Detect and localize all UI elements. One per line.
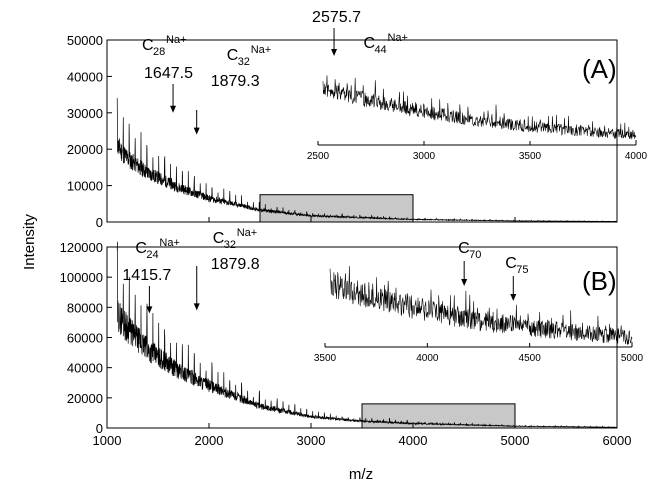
inset-x-tick-label: 2500: [307, 151, 330, 162]
y-tick-label: 20000: [67, 391, 103, 406]
inset-x-tick-label: 5000: [621, 353, 644, 364]
peak-arrow-head: [193, 127, 200, 135]
y-tick-label: 60000: [67, 331, 103, 346]
peak-ion-superscript: Na+: [237, 227, 258, 239]
inset-peak-annotation: 2575.7: [312, 9, 361, 56]
y-tick-label: 40000: [67, 361, 103, 376]
peak-arrow-head: [170, 105, 177, 113]
peak-ion-superscript: Na+: [159, 237, 180, 249]
inset-peak-arrow-head: [331, 49, 338, 56]
zoom-region-box: [259, 194, 414, 223]
peak-ion-superscript: Na+: [166, 34, 187, 46]
peak-arrow-head: [193, 303, 200, 311]
x-axis-title: m/z: [349, 466, 373, 483]
x-tick-label: 1000: [93, 433, 122, 448]
peak-ion-label: C: [213, 230, 225, 247]
peak-ion-subscript: 32: [224, 239, 236, 251]
x-tick-label: 2000: [195, 433, 224, 448]
peak-mass-label: 1879.3: [211, 73, 260, 90]
peak-arrow-head: [146, 306, 153, 314]
inset-peak-annotation: C 70: [458, 240, 481, 286]
panel-b: 0 20000 40000 60000 80000 100000 120000 1000 200…: [60, 227, 644, 448]
inset-spectrum-trace: [329, 266, 633, 345]
y-tick-label: 10000: [67, 179, 103, 194]
spectrum-trace: [116, 98, 617, 223]
peak-ion-label: C: [135, 240, 147, 257]
inset-x-tick-label: 3500: [519, 151, 542, 162]
x-tick-label: 4000: [399, 433, 428, 448]
y-tick-label: 120000: [60, 240, 103, 255]
plot-frame: [106, 246, 618, 429]
y-tick-label: 30000: [67, 106, 103, 121]
peak-ion-superscript: Na+: [251, 44, 272, 56]
peak-mass-label: 1647.5: [144, 65, 193, 82]
inset-peak-ion-subscript: 75: [516, 264, 528, 276]
inset-peak-ion-subscript: 44: [374, 44, 386, 56]
y-tick-label: 40000: [67, 69, 103, 84]
peak-ion-label: C: [142, 37, 154, 54]
peak-ion-label: C: [227, 47, 239, 64]
inset-peak-annotation: C 75: [505, 255, 529, 301]
inset-peak-ion-label: C: [363, 35, 375, 52]
inset-peak-mass-label: 2575.7: [312, 9, 361, 26]
y-tick-label: 0: [96, 215, 103, 230]
inset-x-tick-label: 3000: [413, 151, 436, 162]
y-tick-label: 100000: [60, 270, 103, 285]
inset-x-tick-label: 4500: [519, 353, 542, 364]
peak-mass-label: 1415.7: [122, 267, 171, 284]
x-tick-label: 5000: [501, 433, 530, 448]
inset-peak-ion-label: C: [505, 255, 517, 272]
inset-x-tick-label: 4000: [625, 151, 648, 162]
peak-ion-subscript: 24: [146, 249, 158, 261]
inset-peak-ion-label: C: [458, 240, 470, 257]
panel-label: (A): [582, 54, 617, 84]
y-tick-label: 80000: [67, 300, 103, 315]
x-tick-label: 6000: [603, 433, 632, 448]
panel-label: (B): [582, 266, 617, 296]
y-tick-label: 50000: [67, 33, 103, 48]
y-axis-title: Intensity: [21, 214, 38, 270]
peak-mass-label: 1879.8: [211, 256, 260, 273]
peak-ion-subscript: 28: [153, 46, 165, 58]
inset-x-tick-label: 4000: [416, 353, 439, 364]
spectrum-trace: [116, 241, 618, 428]
y-tick-label: 0: [96, 421, 103, 436]
y-tick-label: 20000: [67, 142, 103, 157]
inset-peak-ion-subscript: 70: [469, 249, 481, 261]
peak-ion-subscript: 32: [238, 56, 250, 68]
x-tick-label: 3000: [297, 433, 326, 448]
inset-spectrum-trace: [322, 75, 637, 140]
inset-peak-ion-superscript: Na+: [387, 32, 408, 44]
inset-peak-arrow-head: [510, 294, 517, 301]
inset-peak-arrow-head: [461, 279, 468, 286]
inset-x-tick-label: 3500: [314, 353, 337, 364]
